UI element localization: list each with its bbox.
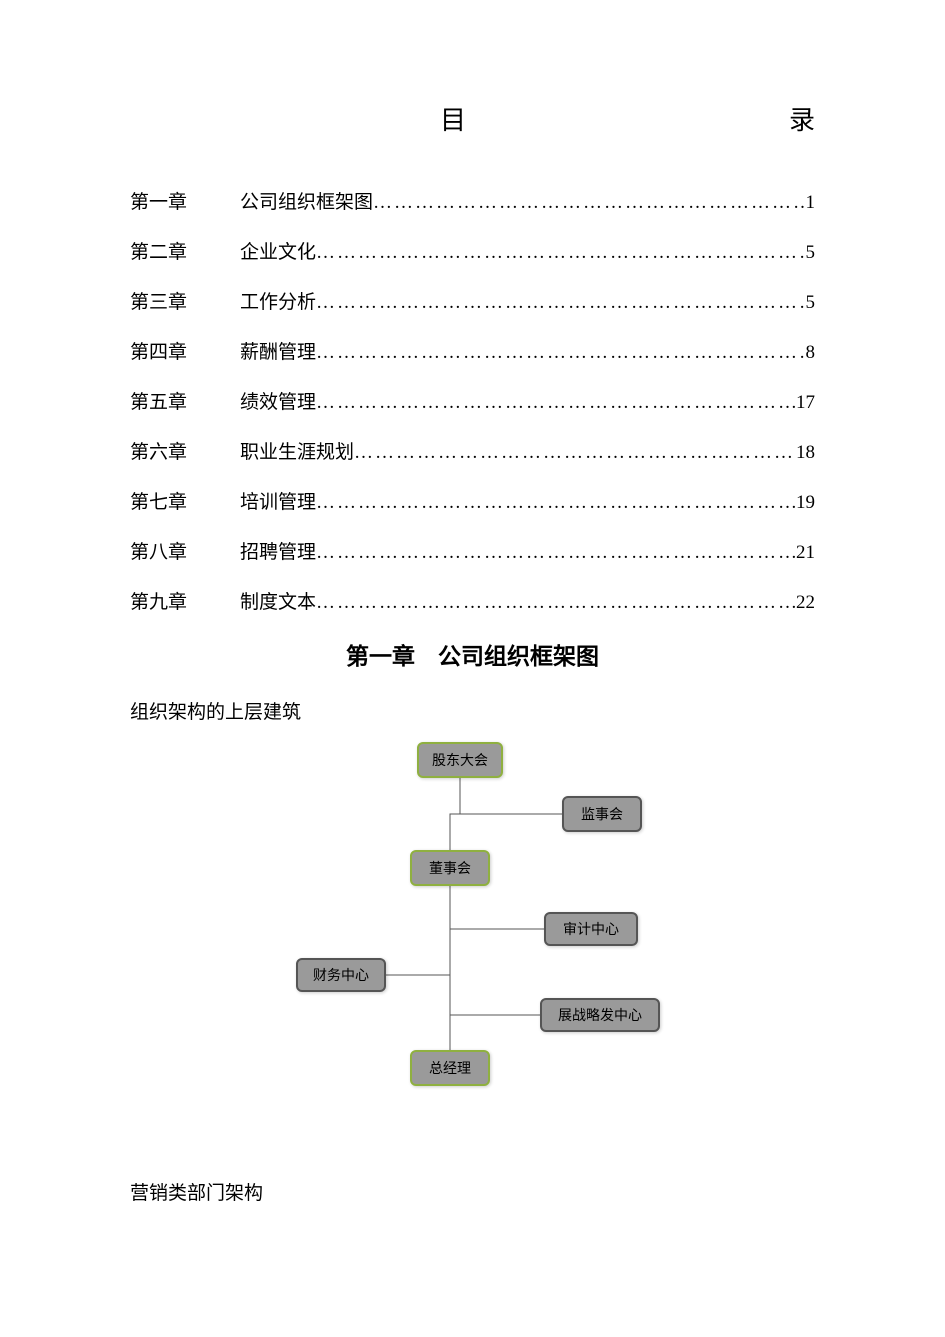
toc-title-left: 目: [440, 100, 466, 137]
toc-chapter: 第五章: [130, 387, 240, 414]
toc-page: 17: [796, 392, 815, 414]
toc-dots: ……………………………………………………………………………………………………………: [316, 492, 796, 514]
toc-row: 第八章招聘管理…………………………………………………………………………………………: [130, 537, 815, 564]
toc-page: 18: [796, 442, 815, 464]
toc-chapter: 第一章: [130, 187, 240, 214]
toc-dots: ……………………………………………………………………………………………………………: [316, 542, 796, 564]
toc-name: 薪酬管理: [240, 337, 316, 364]
toc-page: 19: [796, 492, 815, 514]
toc-dots: ……………………………………………………………………………………………………………: [373, 192, 805, 214]
toc-chapter: 第九章: [130, 587, 240, 614]
org-chart: 股东大会监事会董事会审计中心财务中心展战略发中心总经理: [130, 738, 815, 1098]
toc-row: 第二章企业文化…………………………………………………………………………………………: [130, 237, 815, 264]
toc-dots: ……………………………………………………………………………………………………………: [316, 292, 805, 314]
toc-page: 5: [806, 292, 816, 314]
org-node-shareholders: 股东大会: [417, 742, 503, 778]
org-node-supervisory: 监事会: [562, 796, 642, 832]
toc-row: 第七章培训管理…………………………………………………………………………………………: [130, 487, 815, 514]
toc-chapter: 第二章: [130, 237, 240, 264]
toc-chapter: 第六章: [130, 437, 240, 464]
toc-name: 企业文化: [240, 237, 316, 264]
org-node-board: 董事会: [410, 850, 490, 886]
org-chart-edges: [130, 738, 815, 1098]
chapter-heading: 第一章 公司组织框架图: [130, 637, 815, 671]
toc-page: 8: [806, 342, 816, 364]
toc-list: 第一章公司组织框架图…………………………………………………………………………………: [130, 187, 815, 614]
toc-chapter: 第四章: [130, 337, 240, 364]
toc-row: 第五章绩效管理…………………………………………………………………………………………: [130, 387, 815, 414]
org-node-audit: 审计中心: [544, 912, 638, 946]
toc-dots: ……………………………………………………………………………………………………………: [316, 592, 796, 614]
toc-name: 公司组织框架图: [240, 187, 373, 214]
toc-chapter: 第七章: [130, 487, 240, 514]
toc-row: 第四章薪酬管理…………………………………………………………………………………………: [130, 337, 815, 364]
toc-row: 第三章工作分析…………………………………………………………………………………………: [130, 287, 815, 314]
toc-name: 制度文本: [240, 587, 316, 614]
toc-page: 22: [796, 592, 815, 614]
org-node-finance: 财务中心: [296, 958, 386, 992]
toc-row: 第九章制度文本…………………………………………………………………………………………: [130, 587, 815, 614]
toc-title-right: 录: [789, 100, 815, 137]
org-node-strategy: 展战略发中心: [540, 998, 660, 1032]
section-label-2: 营销类部门架构: [130, 1178, 815, 1205]
toc-name: 工作分析: [240, 287, 316, 314]
toc-chapter: 第八章: [130, 537, 240, 564]
document-page: 目 录 第一章公司组织框架图………………………………………………………………………: [0, 0, 945, 1279]
toc-name: 培训管理: [240, 487, 316, 514]
toc-page: 1: [806, 192, 816, 214]
toc-row: 第六章职业生涯规划……………………………………………………………………………………: [130, 437, 815, 464]
toc-dots: ……………………………………………………………………………………………………………: [354, 442, 796, 464]
toc-row: 第一章公司组织框架图…………………………………………………………………………………: [130, 187, 815, 214]
toc-chapter: 第三章: [130, 287, 240, 314]
toc-name: 招聘管理: [240, 537, 316, 564]
toc-dots: ……………………………………………………………………………………………………………: [316, 392, 796, 414]
toc-name: 绩效管理: [240, 387, 316, 414]
toc-page: 5: [806, 242, 816, 264]
org-node-gm: 总经理: [410, 1050, 490, 1086]
toc-dots: ……………………………………………………………………………………………………………: [316, 242, 805, 264]
toc-name: 职业生涯规划: [240, 437, 354, 464]
toc-title: 目 录: [130, 100, 815, 137]
toc-dots: ……………………………………………………………………………………………………………: [316, 342, 805, 364]
section-label-1: 组织架构的上层建筑: [130, 697, 815, 724]
toc-page: 21: [796, 542, 815, 564]
